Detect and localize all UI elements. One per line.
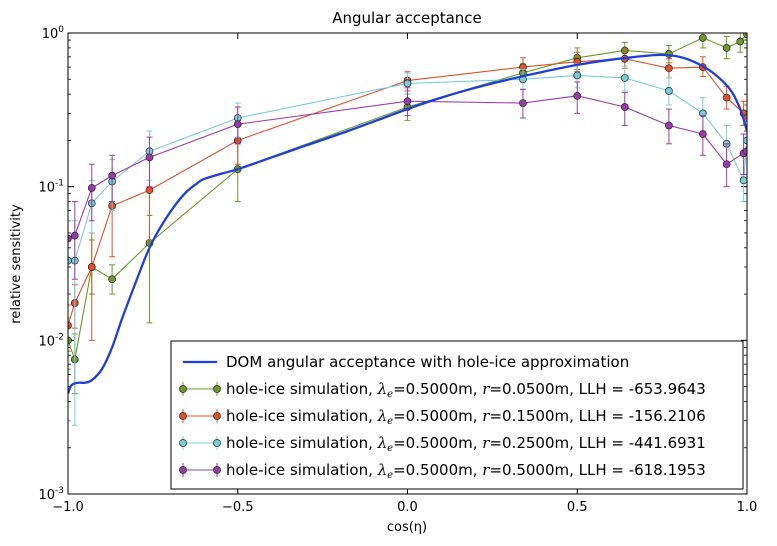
legend-label: hole-ice simulation, λe=0.5000m, r=0.250… — [226, 434, 706, 454]
data-point — [722, 44, 731, 52]
y-axis-label: relative sensitivity — [9, 204, 24, 324]
data-point — [620, 74, 629, 82]
data-point — [665, 87, 673, 95]
data-point — [743, 147, 747, 156]
y-tick-label: 10-3 — [38, 486, 64, 503]
data-point — [145, 186, 154, 194]
data-point — [573, 91, 582, 100]
legend-swatch-marker — [179, 466, 187, 474]
legend-label-curve: DOM angular acceptance with hole-ice app… — [226, 353, 629, 371]
legend-box — [170, 340, 744, 490]
data-point — [743, 33, 747, 39]
data-point — [665, 64, 673, 73]
data-point — [736, 37, 745, 46]
data-point — [699, 130, 707, 138]
data-point — [722, 93, 731, 102]
legend: DOM angular acceptance with hole-ice app… — [170, 340, 744, 490]
legend-swatch-marker — [213, 412, 221, 420]
data-point — [620, 103, 629, 111]
model-curve — [68, 53, 747, 395]
x-tick-label: −0.5 — [222, 500, 254, 515]
data-point — [87, 263, 96, 271]
legend-item-4: hole-ice simulation, λe=0.5000m, r=0.500… — [179, 461, 706, 481]
data-point — [68, 336, 72, 345]
data-point — [573, 71, 582, 80]
data-point — [233, 120, 242, 129]
data-point — [403, 79, 412, 88]
data-point — [722, 160, 731, 169]
legend-label: hole-ice simulation, λe=0.5000m, r=0.500… — [226, 461, 706, 481]
data-point — [108, 275, 116, 284]
legend-swatch-marker — [179, 412, 187, 420]
plot-area: 10-3 10-2 10-1 100 −1.0 −0.5 0.0 0.5 1.0 DOM angu… — [38, 25, 757, 515]
plot-frame — [67, 32, 748, 495]
data-layer — [68, 33, 747, 426]
data-point — [108, 171, 116, 180]
data-point — [87, 184, 96, 192]
legend-label: hole-ice simulation, λe=0.5000m, r=0.050… — [226, 380, 706, 400]
legend-swatch-marker — [179, 439, 187, 447]
legend-item-1: hole-ice simulation, λe=0.5000m, r=0.050… — [179, 380, 706, 400]
legend-item-2: hole-ice simulation, λe=0.5000m, r=0.150… — [179, 407, 706, 427]
data-point — [699, 33, 707, 42]
x-tick-label: 0.0 — [397, 500, 418, 515]
data-point — [739, 176, 747, 185]
data-point — [68, 234, 72, 243]
data-point — [519, 99, 527, 107]
legend-swatch-marker — [179, 385, 187, 393]
legend-swatch-marker — [213, 439, 221, 447]
data-point — [145, 153, 154, 162]
legend-swatch-marker — [213, 466, 221, 474]
x-tick-label: −1.0 — [52, 500, 84, 515]
data-point — [70, 231, 79, 240]
legend-label: hole-ice simulation, λe=0.5000m, r=0.150… — [226, 407, 706, 427]
legend-item-3: hole-ice simulation, λe=0.5000m, r=0.250… — [179, 434, 706, 454]
data-point — [68, 321, 72, 330]
data-point — [665, 121, 673, 130]
y-tick-label: 10-1 — [38, 179, 64, 196]
x-tick-label: 0.5 — [567, 500, 588, 515]
legend-swatch-marker — [213, 385, 221, 393]
data-point — [403, 97, 412, 106]
x-tick-label: 1.0 — [737, 500, 758, 515]
y-tick-label: 100 — [42, 25, 65, 42]
y-tick-label: 10-2 — [38, 332, 64, 349]
series-4 — [68, 81, 747, 295]
chart-title: Angular acceptance — [332, 9, 482, 27]
x-axis-label: cos(η) — [387, 520, 427, 535]
